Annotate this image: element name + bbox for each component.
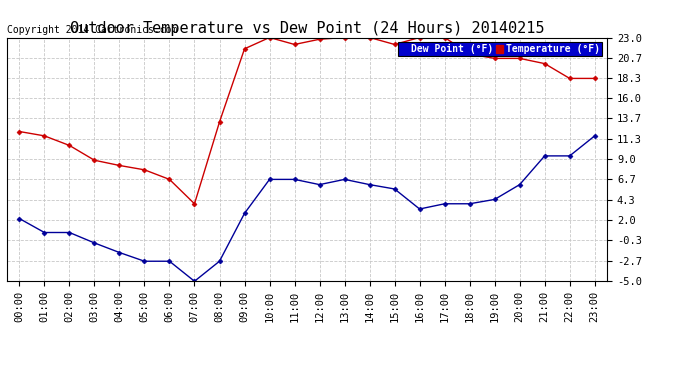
Title: Outdoor Temperature vs Dew Point (24 Hours) 20140215: Outdoor Temperature vs Dew Point (24 Hou… — [70, 21, 544, 36]
Text: Copyright 2014 Cartronics.com: Copyright 2014 Cartronics.com — [7, 25, 177, 35]
Legend: Dew Point (°F), Temperature (°F): Dew Point (°F), Temperature (°F) — [398, 42, 602, 56]
